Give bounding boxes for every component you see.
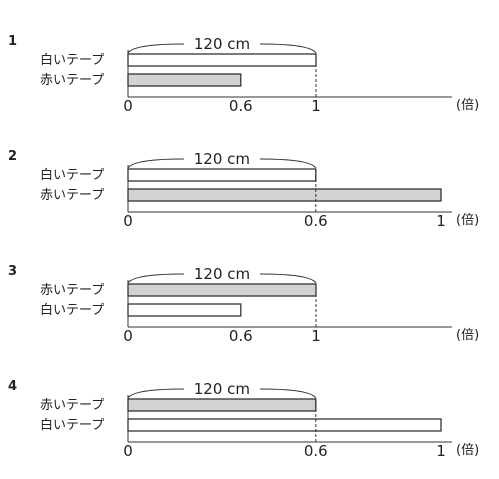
tick-label: 0.6 <box>229 97 253 115</box>
tape-label: 赤いテープ <box>40 73 104 88</box>
problem-number: 3 <box>8 264 17 279</box>
tape-label: 赤いテープ <box>40 283 104 298</box>
measure-label: 120 cm <box>194 35 250 53</box>
measure-label: 120 cm <box>194 265 250 283</box>
measure-label: 120 cm <box>194 150 250 168</box>
white-tape-bar <box>128 304 241 316</box>
tick-label: 0 <box>123 212 133 230</box>
tape-label: 白いテープ <box>40 52 104 68</box>
tape-label: 白いテープ <box>40 302 104 318</box>
red-tape-bar <box>128 399 316 411</box>
tick-label: 0.6 <box>304 442 328 460</box>
tick-label: 1 <box>311 97 321 115</box>
unit-label: (倍) <box>456 328 479 343</box>
tape-label: 赤いテープ <box>40 188 104 203</box>
red-tape-bar <box>128 74 241 86</box>
problem-number: 2 <box>8 149 17 164</box>
white-tape-bar <box>128 54 316 66</box>
problem-number: 1 <box>8 34 17 49</box>
measure-label: 120 cm <box>194 380 250 398</box>
unit-label: (倍) <box>456 443 479 458</box>
tape-label: 白いテープ <box>40 167 104 183</box>
red-tape-bar <box>128 189 441 201</box>
unit-label: (倍) <box>456 98 479 113</box>
unit-label: (倍) <box>456 213 479 228</box>
tick-label: 1 <box>436 442 446 460</box>
tick-label: 1 <box>311 327 321 345</box>
white-tape-bar <box>128 169 316 181</box>
tick-label: 0 <box>123 327 133 345</box>
problem-number: 4 <box>8 379 17 394</box>
tick-label: 0 <box>123 97 133 115</box>
tick-label: 0 <box>123 442 133 460</box>
tick-label: 1 <box>436 212 446 230</box>
red-tape-bar <box>128 284 316 296</box>
tape-label: 赤いテープ <box>40 398 104 413</box>
tape-label: 白いテープ <box>40 417 104 433</box>
tick-label: 0.6 <box>304 212 328 230</box>
tick-label: 0.6 <box>229 327 253 345</box>
white-tape-bar <box>128 419 441 431</box>
